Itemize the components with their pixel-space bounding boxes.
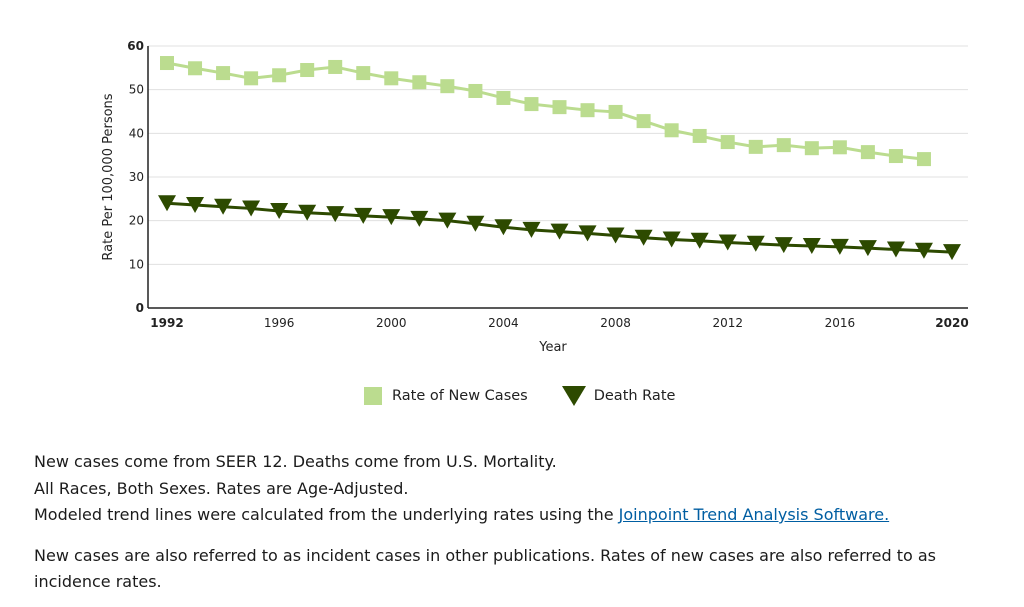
y-tick-label: 30	[129, 170, 144, 184]
data-point-new-cases	[496, 90, 511, 105]
data-point-new-cases	[440, 79, 455, 94]
y-tick-label: 0	[136, 301, 144, 315]
x-tick-label: 1992	[150, 316, 183, 330]
data-point-new-cases	[160, 56, 174, 71]
data-point-new-cases	[776, 138, 791, 153]
data-point-new-cases	[692, 128, 707, 143]
data-point-death-rate	[214, 198, 233, 215]
data-point-death-rate	[550, 223, 569, 240]
legend-new-cases[interactable]: Rate of New Cases	[392, 388, 528, 404]
data-point-death-rate	[158, 195, 176, 212]
data-point-new-cases	[328, 59, 343, 74]
data-point-death-rate	[802, 237, 821, 254]
y-tick-label: 40	[129, 126, 144, 140]
data-point-death-rate	[298, 204, 317, 221]
data-point-death-rate	[466, 215, 485, 232]
data-point-new-cases	[608, 104, 623, 119]
x-axis-label: Year	[538, 340, 567, 355]
data-point-death-rate	[578, 225, 597, 242]
data-point-death-rate	[886, 241, 905, 258]
joinpoint-link[interactable]: Joinpoint Trend Analysis Software.	[618, 505, 890, 524]
data-point-new-cases	[664, 123, 679, 138]
data-point-death-rate	[606, 227, 625, 244]
data-point-new-cases	[832, 140, 847, 155]
x-tick-label: 2000	[376, 316, 407, 330]
y-tick-label: 20	[129, 214, 144, 228]
data-point-death-rate	[522, 221, 541, 238]
data-point-death-rate	[943, 244, 961, 261]
data-point-death-rate	[914, 242, 933, 259]
data-point-death-rate	[326, 206, 345, 223]
x-tick-label: 1996	[264, 316, 295, 330]
data-point-death-rate	[270, 203, 289, 220]
y-axis-label: Rate Per 100,000 Persons	[101, 93, 116, 260]
y-tick-label: 10	[129, 257, 144, 271]
data-point-death-rate	[410, 210, 429, 227]
data-point-new-cases	[412, 75, 427, 90]
legend-death-rate[interactable]: Death Rate	[593, 388, 676, 404]
chart-legend: Rate of New Cases Death Rate	[364, 386, 675, 406]
y-tick-label: 50	[129, 83, 144, 97]
data-point-death-rate	[382, 209, 401, 226]
x-tick-label: 2004	[488, 316, 519, 330]
series-line-0	[166, 61, 925, 161]
data-point-new-cases	[720, 135, 735, 150]
data-point-new-cases	[636, 114, 651, 129]
data-point-new-cases	[552, 100, 567, 115]
data-point-death-rate	[718, 234, 737, 251]
y-tick-label: 60	[127, 39, 144, 53]
note-source: New cases come from SEER 12. Deaths come…	[34, 452, 557, 471]
data-point-death-rate	[438, 212, 457, 229]
x-tick-label: 2012	[712, 316, 743, 330]
x-tick-label: 2020	[935, 316, 968, 330]
data-point-new-cases	[860, 145, 875, 160]
data-point-new-cases	[524, 97, 539, 112]
data-point-new-cases	[244, 71, 259, 86]
note-incidence: New cases are also referred to as incide…	[34, 545, 936, 592]
data-point-death-rate	[858, 240, 877, 257]
data-point-new-cases	[468, 83, 483, 98]
data-point-new-cases	[272, 68, 287, 83]
data-point-new-cases	[188, 61, 203, 76]
data-point-death-rate	[354, 207, 373, 224]
data-point-new-cases	[356, 66, 371, 81]
note-trend: Modeled trend lines were calculated from…	[34, 505, 890, 524]
data-point-new-cases	[384, 71, 399, 86]
x-tick-label: 2016	[825, 316, 856, 330]
line-chart: 0 10 20 30 40 50 60 1992 1996 2000 2004 2008 2012 201…	[101, 39, 969, 355]
x-tick-label: 2008	[600, 316, 631, 330]
data-point-death-rate	[774, 237, 793, 254]
data-point-death-rate	[242, 200, 261, 217]
data-point-death-rate	[746, 235, 765, 252]
legend-square-icon	[364, 387, 382, 405]
data-point-death-rate	[690, 232, 709, 249]
data-point-death-rate	[186, 196, 205, 213]
legend-triangle-icon	[561, 386, 586, 406]
data-point-death-rate	[634, 229, 653, 246]
data-point-new-cases	[804, 141, 819, 156]
data-point-new-cases	[580, 103, 595, 118]
data-point-new-cases	[748, 139, 763, 154]
data-point-death-rate	[494, 219, 513, 236]
data-point-new-cases	[216, 66, 231, 81]
data-point-new-cases	[300, 63, 315, 78]
note-population: All Races, Both Sexes. Rates are Age-Adj…	[34, 478, 409, 498]
data-point-death-rate	[830, 238, 849, 255]
chart-notes: New cases come from SEER 12. Deaths come…	[34, 449, 954, 596]
data-point-new-cases	[888, 149, 903, 164]
data-point-death-rate	[662, 231, 681, 248]
data-point-new-cases	[916, 152, 931, 167]
